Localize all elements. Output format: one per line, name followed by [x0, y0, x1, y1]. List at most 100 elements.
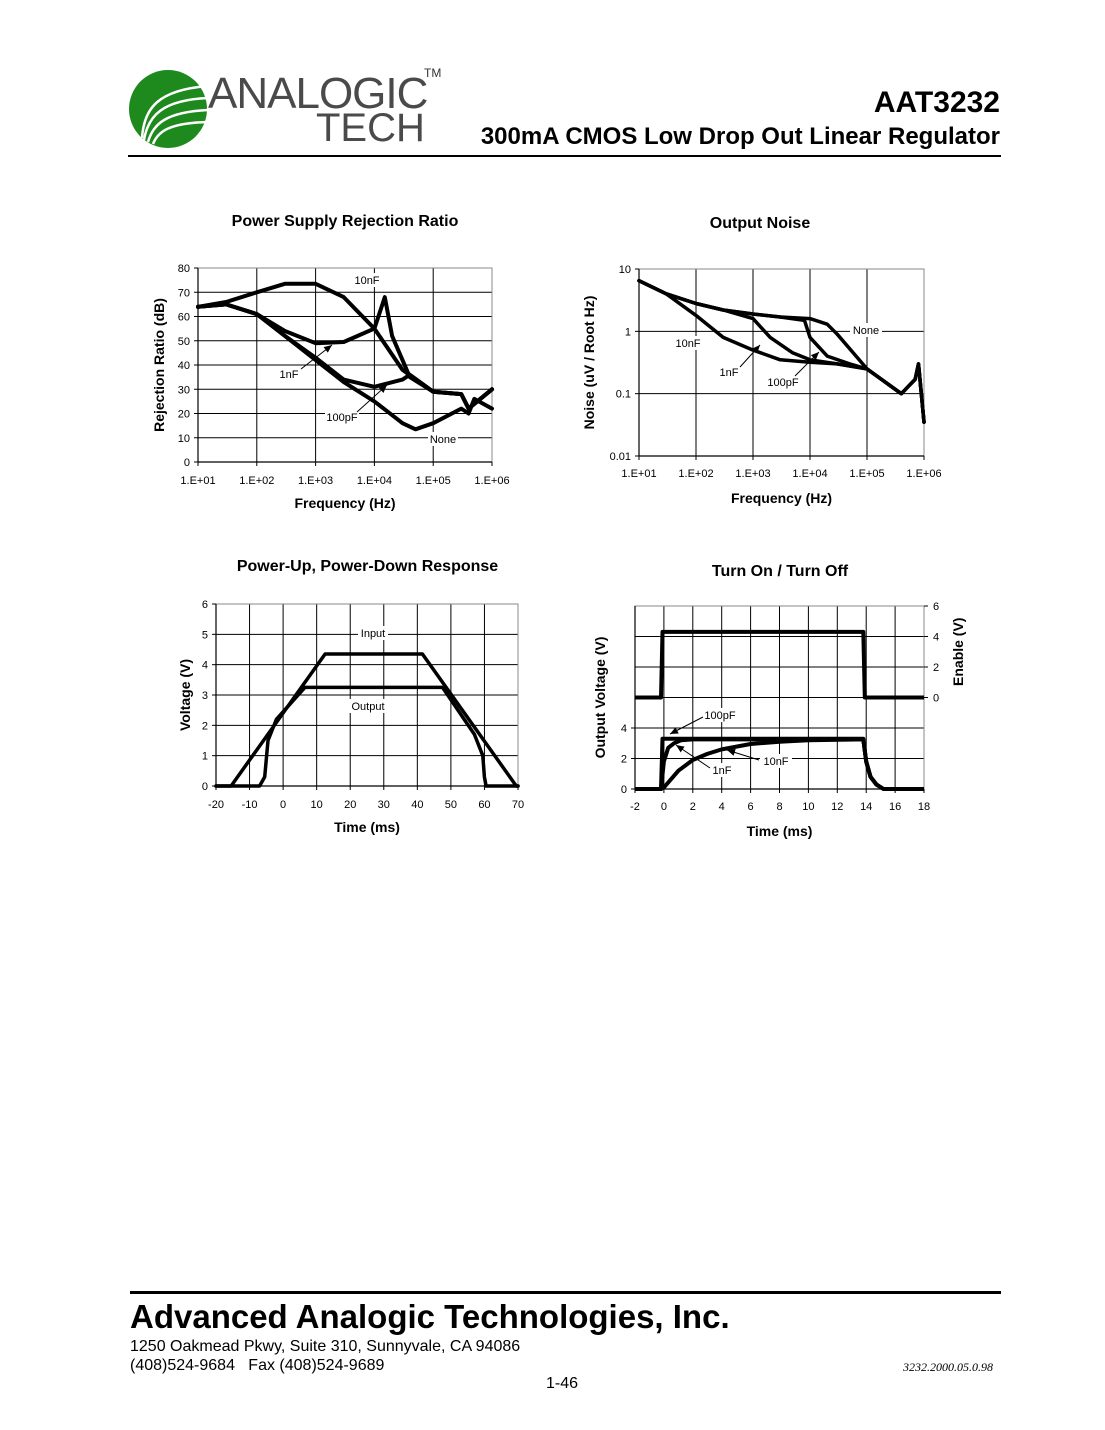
series-none-line — [637, 278, 926, 424]
series-1nf-line — [637, 278, 926, 424]
x-tick-label: 1.E+05 — [849, 468, 884, 480]
annotation-100pf: 100pF — [326, 412, 357, 424]
x-tick-label: 1.E+04 — [792, 468, 827, 480]
y-tick-label: 6 — [202, 599, 208, 611]
arrow-icon — [378, 385, 387, 393]
x-axis-label: Frequency (Hz) — [294, 495, 395, 511]
y-axis-label: Voltage (V) — [177, 659, 193, 731]
annotation-input: Input — [361, 628, 385, 640]
x-tick-label: 1.E+02 — [678, 468, 713, 480]
chart-title-power-up-down: Power-Up, Power-Down Response — [236, 558, 499, 575]
y-tick-label: 60 — [178, 312, 190, 324]
y-tick-label: 10 — [178, 433, 190, 445]
series-enable-line — [635, 629, 924, 700]
x-tick-label: 0 — [661, 801, 667, 813]
y-right-tick-label: 2 — [933, 662, 939, 674]
annotation-output: Output — [351, 701, 384, 713]
company-logo: ANALOGIC TECH TM — [128, 66, 448, 156]
psrr-plot: 1.E+01 1.E+02 1.E+03 1.E+04 1.E+05 1.E+06 0 10 2… — [151, 263, 510, 511]
y-axis-label: Rejection Ratio (dB) — [151, 298, 167, 432]
analogictech-globe-icon — [129, 70, 208, 148]
chart-title-turn-on-off: Turn On / Turn Off — [711, 563, 849, 580]
x-axis-label: Time (ms) — [334, 819, 400, 835]
footer-divider — [130, 1291, 1001, 1294]
x-tick-label: 1.E+06 — [906, 468, 941, 480]
x-axis-label: Time (ms) — [747, 823, 813, 839]
arrow-icon — [810, 352, 819, 361]
y-axis-label: Noise (uV / Root Hz) — [581, 296, 597, 430]
x-tick-label: 70 — [512, 799, 524, 811]
annotation-1nf: 1nF — [713, 765, 732, 777]
x-tick-label: 10 — [311, 799, 323, 811]
annotation-10nf: 10nF — [354, 275, 379, 287]
x-tick-label: 60 — [478, 799, 490, 811]
x-tick-label: 14 — [860, 801, 872, 813]
x-tick-label: 1.E+02 — [239, 475, 274, 487]
part-number: AAT3232 — [873, 86, 1000, 119]
y-tick-label: 40 — [178, 360, 190, 372]
arrow-icon — [727, 749, 736, 756]
x-tick-label: 1.E+06 — [474, 475, 509, 487]
annotation-none: None — [430, 434, 456, 446]
page-number: 1-46 — [546, 1375, 579, 1392]
x-tick-label: 12 — [831, 801, 843, 813]
x-tick-label: 1.E+04 — [357, 475, 392, 487]
y-tick-label: 80 — [178, 263, 190, 275]
x-tick-label: 4 — [719, 801, 725, 813]
series-10nf-line — [635, 737, 924, 791]
arrow-icon — [676, 745, 685, 753]
y-tick-label: 30 — [178, 384, 190, 396]
y-tick-label: 3 — [202, 690, 208, 702]
annotation-100pf: 100pF — [767, 377, 798, 389]
series-100pf-line — [637, 278, 926, 424]
series-10nf-line — [196, 281, 494, 411]
annotation-1nf: 1nF — [280, 369, 299, 381]
annotation-1nf: 1nF — [720, 367, 739, 379]
series-none-line — [196, 302, 494, 432]
y-tick-label: 20 — [178, 409, 190, 421]
x-tick-label: -2 — [630, 801, 640, 813]
y-tick-label: 10 — [619, 264, 631, 276]
x-tick-label: 40 — [411, 799, 423, 811]
x-tick-label: 8 — [776, 801, 782, 813]
series-input-line — [214, 652, 520, 788]
y-tick-label: 2 — [621, 754, 627, 766]
x-tick-label: 20 — [344, 799, 356, 811]
x-tick-label: 30 — [378, 799, 390, 811]
x-tick-label: 50 — [445, 799, 457, 811]
company-address: 1250 Oakmead Pkwy, Suite 310, Sunnyvale,… — [130, 1338, 521, 1355]
y-tick-label: 1 — [202, 751, 208, 763]
document-number: 3232.2000.05.0.98 — [903, 1360, 993, 1374]
x-tick-label: 1.E+05 — [416, 475, 451, 487]
y-tick-label: 0 — [621, 784, 627, 796]
y-tick-label: 2 — [202, 720, 208, 732]
y-right-tick-label: 6 — [933, 601, 939, 613]
x-tick-label: 1.E+03 — [298, 475, 333, 487]
arrow-icon — [323, 345, 332, 353]
series-100pf-line — [196, 302, 494, 411]
company-name: Advanced Analogic Technologies, Inc. — [130, 1298, 730, 1335]
arrow-icon — [670, 727, 679, 734]
x-tick-label: -10 — [242, 799, 258, 811]
y-tick-label: 0 — [202, 781, 208, 793]
y-tick-label: 0.1 — [616, 389, 631, 401]
y-tick-label: 1 — [625, 326, 631, 338]
x-tick-label: 2 — [690, 801, 696, 813]
annotation-10nf: 10nF — [675, 338, 700, 350]
document-subtitle: 300mA CMOS Low Drop Out Linear Regulator — [480, 123, 1000, 150]
y-tick-label: 50 — [178, 336, 190, 348]
header-divider — [128, 155, 1001, 157]
x-tick-label: -20 — [208, 799, 224, 811]
x-tick-label: 0 — [280, 799, 286, 811]
y-right-tick-label: 0 — [933, 693, 939, 705]
chart-title-noise: Output Noise — [709, 215, 811, 232]
arrow-icon — [752, 345, 760, 354]
x-tick-label: 1.E+01 — [180, 475, 215, 487]
annotation-none: None — [853, 325, 879, 337]
y-axis-label: Output Voltage (V) — [592, 637, 608, 759]
series-output-line — [214, 685, 520, 788]
x-tick-label: 16 — [889, 801, 901, 813]
x-tick-label: 18 — [918, 801, 930, 813]
